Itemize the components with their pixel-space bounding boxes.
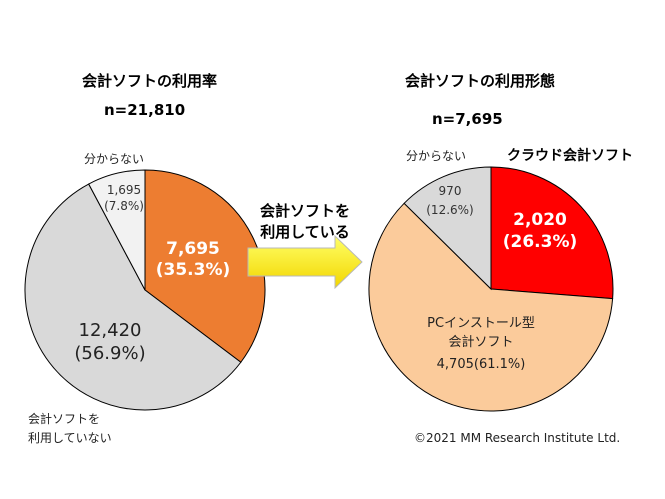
chart1-notused-value: 12,420 (56.9%) xyxy=(60,319,160,365)
chart1-used-value: 7,695 (35.3%) xyxy=(150,239,236,281)
chart2-cloud-value: 2,020 (26.3%) xyxy=(498,209,582,253)
chart1-used-percent: (35.3%) xyxy=(155,260,231,280)
arrow-label-line1: 会計ソフトを xyxy=(259,202,350,220)
pie2-slice-1 xyxy=(368,202,614,412)
chart2-n: n=7,695 xyxy=(432,110,503,128)
arrow-label-line2: 利用している xyxy=(260,223,350,241)
chart2-title: 会計ソフトの利用形態 xyxy=(405,72,556,90)
pie1-slice-0 xyxy=(144,169,266,363)
arrow-label: 会計ソフトを 利用している xyxy=(246,201,364,243)
chart2-cloud-count: 2,020 xyxy=(513,210,567,230)
chart2-pc-value: PCインストール型 会計ソフト 4,705(61.1%) xyxy=(416,314,546,374)
chart1-notused-label-line2: 利用していない xyxy=(28,431,112,445)
chart2-cloud-label: クラウド会計ソフト xyxy=(507,148,633,164)
chart1-unknown-percent: (7.8%) xyxy=(104,199,144,213)
chart1-notused-percent: (56.9%) xyxy=(74,343,146,364)
chart1-notused-label: 会計ソフトを 利用していない xyxy=(28,410,112,448)
chart2-pc-label-line1: PCインストール型 xyxy=(427,316,535,331)
pie-usage-rate xyxy=(24,169,266,411)
chart1-unknown-label: 分からない xyxy=(84,152,145,166)
chart2-unknown-percent: (12.6%) xyxy=(426,203,474,217)
chart1-title: 会計ソフトの利用率 xyxy=(82,72,218,90)
pie2-slice-2 xyxy=(403,166,492,291)
chart1-unknown-count: 1,695 xyxy=(106,183,142,197)
chart2-cloud-percent: (26.3%) xyxy=(502,232,578,252)
chart2-unknown-label: 分からない xyxy=(406,149,467,163)
chart2-unknown-value: 970 (12.6%) xyxy=(420,182,480,220)
chart2-pc-label-line2: 会計ソフト xyxy=(448,335,514,350)
pie1-slice-1 xyxy=(24,183,242,411)
pie2-slice-0 xyxy=(490,166,614,300)
chart1-n: n=21,810 xyxy=(104,101,186,119)
copyright: ©2021 MM Research Institute Ltd. xyxy=(414,431,621,445)
chart1-unknown-value: 1,695 (7.8%) xyxy=(96,182,152,214)
chart2-pc-count: 4,705(61.1%) xyxy=(436,357,526,372)
pie-usage-type xyxy=(368,166,614,412)
chart2-unknown-count: 970 xyxy=(438,184,462,198)
chart1-notused-label-line1: 会計ソフトを xyxy=(28,412,101,426)
pie1-slice-2 xyxy=(88,169,146,291)
arrow-shape xyxy=(247,234,363,290)
chart1-notused-count: 12,420 xyxy=(78,320,142,341)
chart1-used-count: 7,695 xyxy=(166,239,220,259)
